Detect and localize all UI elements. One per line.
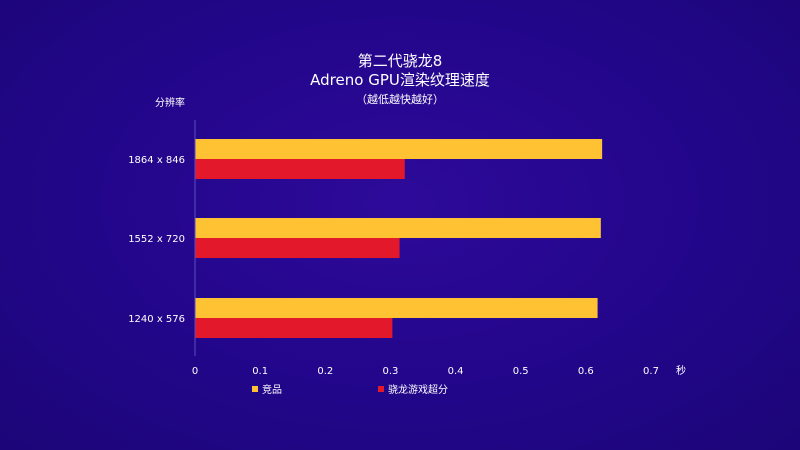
chart-note: （越低越快越好） [356,93,444,106]
x-tick-label: 0.6 [578,366,594,377]
bar-competitor-1 [195,218,601,238]
y-axis-label: 分辨率 [155,96,185,109]
x-tick-label: 0.4 [448,366,464,377]
legend-swatch-1 [378,386,384,392]
x-ticks-group: 0 0.1 0.2 0.3 0.4 0.5 0.6 0.7 [192,366,659,377]
x-tick-label: 0.3 [382,366,398,377]
bar-snapdragon-2 [195,318,393,338]
legend-label-0: 竞品 [262,383,282,396]
x-tick-label: 0.7 [643,366,659,377]
chart-title: 第二代骁龙8 [357,52,443,70]
category-labels-group: 1864 x 846 1552 x 720 1240 x 576 [128,155,185,325]
x-axis-unit-label: 秒 [676,364,686,377]
category-label: 1552 x 720 [128,234,185,245]
x-tick-label: 0.5 [513,366,529,377]
x-tick-label: 0.1 [252,366,268,377]
bar-snapdragon-0 [195,159,405,179]
bar-snapdragon-1 [195,238,400,258]
bars-group [195,139,603,338]
legend-swatch-0 [252,386,258,392]
x-tick-label: 0.2 [317,366,333,377]
x-tick-label: 0 [192,366,198,377]
chart-subtitle: Adreno GPU渲染纹理速度 [310,71,490,89]
category-label: 1864 x 846 [128,155,185,166]
category-label: 1240 x 576 [128,314,185,325]
chart-title-block: 第二代骁龙8 Adreno GPU渲染纹理速度 （越低越快越好） [0,52,800,108]
legend: 竞品 骁龙游戏超分 [252,383,448,396]
legend-label-1: 骁龙游戏超分 [388,383,448,396]
bar-competitor-0 [195,139,603,159]
bar-competitor-2 [195,298,598,318]
